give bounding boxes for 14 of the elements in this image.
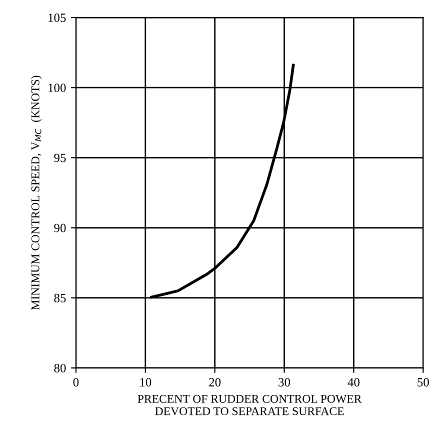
y-tick-label: 85 [54,294,66,302]
x-tick-label: 40 [348,378,360,386]
y-tick-label: 80 [54,364,66,372]
y-tick-label: 90 [54,224,66,232]
y-tick-label: 100 [48,84,66,92]
y-tick-label: 105 [48,14,66,22]
x-tick-label: 10 [140,378,152,386]
x-axis-title: PRECENT OF RUDDER CONTROL POWER DEVOTED TO SEPARATE SURFACE [138,394,362,416]
x-tick-label: 0 [73,378,79,386]
x-tick-label: 30 [278,378,290,386]
y-axis-title: MINIMUM CONTROL SPEED, V$_{MC}$ (KNOTS) [31,76,42,310]
x-tick-label: 50 [418,378,429,386]
y-tick-label: 95 [54,154,66,162]
x-tick-label: 20 [209,378,221,386]
